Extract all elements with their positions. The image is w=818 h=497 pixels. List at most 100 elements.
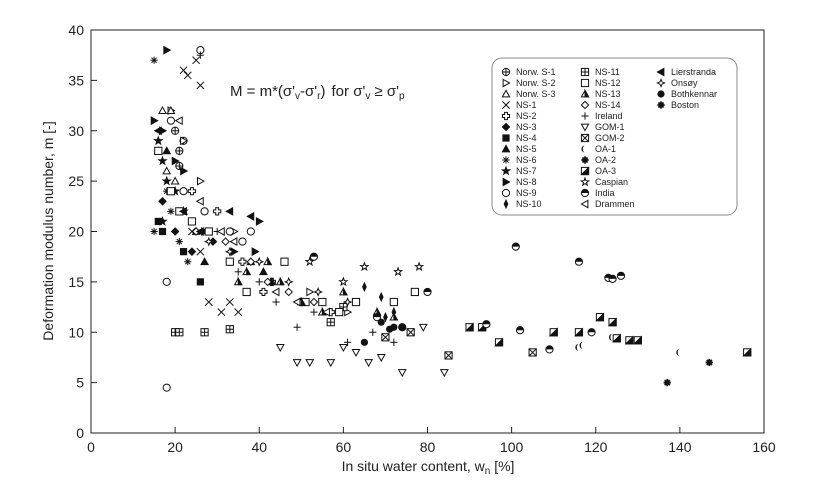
legend-label: NS-8	[516, 177, 537, 187]
data-point	[326, 359, 336, 368]
data-point	[305, 359, 315, 368]
data-point	[242, 287, 251, 297]
legend-marker	[501, 144, 511, 153]
legend-marker	[580, 166, 590, 176]
data-point	[150, 56, 158, 64]
y-tick-label: 20	[68, 224, 84, 240]
data-point	[309, 252, 319, 261]
data-point	[154, 146, 163, 156]
legend-item: Drammen	[580, 199, 635, 209]
data-point	[158, 227, 167, 236]
data-point	[705, 358, 713, 367]
data-point	[251, 247, 260, 257]
data-point	[183, 71, 192, 80]
data-point	[259, 287, 268, 297]
data-point	[423, 287, 432, 297]
data-points	[150, 45, 752, 392]
legend-label: NS-13	[595, 89, 621, 99]
data-point	[342, 297, 353, 307]
equation-label: M = m*(σ'v-σ'r) for σ'v ≥ σ'p	[230, 83, 405, 102]
data-point	[200, 257, 210, 266]
data-point	[238, 257, 247, 266]
data-point	[575, 343, 579, 351]
legend-item: OA-1	[581, 144, 616, 154]
data-point	[170, 227, 180, 236]
x-tick-label: 120	[584, 439, 608, 455]
legend-item: NS-12	[580, 78, 621, 88]
data-point	[272, 298, 280, 306]
data-point	[359, 261, 370, 272]
data-point	[607, 317, 617, 327]
y-tick-label: 35	[68, 72, 84, 88]
data-point	[255, 278, 263, 286]
data-point	[179, 187, 188, 196]
data-point	[275, 276, 285, 286]
data-point	[213, 207, 222, 216]
data-point	[611, 333, 621, 343]
data-point	[390, 338, 398, 346]
x-tick-label: 100	[500, 439, 524, 455]
data-point	[225, 298, 234, 306]
data-point	[216, 227, 225, 236]
data-point	[254, 256, 265, 267]
legend-label: Onsøy	[671, 78, 698, 88]
legend-label: Norw. S-2	[516, 78, 556, 88]
data-point	[663, 379, 671, 387]
legend-label: NS-4	[516, 133, 537, 143]
data-point	[338, 276, 349, 287]
data-point	[153, 135, 164, 146]
legend-item: NS-14	[580, 100, 621, 110]
legend-item: NS-7	[500, 165, 537, 176]
legend-label: OA-3	[595, 166, 616, 176]
data-point	[180, 166, 189, 176]
data-point	[175, 146, 184, 155]
x-tick-label: 20	[167, 439, 183, 455]
data-point	[233, 276, 243, 286]
data-point	[166, 116, 176, 125]
x-axis-label: In situ water content, wn [%]	[342, 458, 515, 477]
data-point	[150, 116, 159, 126]
legend-label: Boston	[671, 100, 699, 110]
data-point	[343, 338, 352, 346]
data-point	[162, 277, 171, 286]
data-point	[398, 323, 406, 331]
legend-label: Norw. S-1	[516, 67, 556, 77]
data-point	[482, 320, 491, 329]
data-point	[259, 267, 268, 276]
y-axis: 0 5 10 15 20 25 30 35 40	[68, 22, 97, 441]
y-tick-label: 40	[68, 22, 84, 38]
data-point	[162, 166, 172, 175]
data-point	[362, 281, 367, 293]
legend-box	[491, 57, 738, 216]
data-point	[195, 227, 204, 236]
legend-item: NS-9	[501, 188, 537, 198]
data-point	[292, 297, 301, 307]
legend-item: NS-11	[580, 67, 620, 77]
legend-marker	[580, 133, 590, 143]
legend-label: NS-12	[595, 78, 621, 88]
data-point	[313, 287, 324, 297]
legend-marker	[501, 89, 511, 98]
legend-item: Norw. S-2	[502, 78, 556, 88]
data-point	[180, 136, 189, 146]
data-point	[275, 343, 285, 352]
data-point	[225, 257, 234, 266]
y-tick-label: 5	[76, 375, 84, 391]
data-point	[372, 313, 382, 322]
legend-item: Norw. S-3	[501, 89, 556, 99]
data-point	[616, 271, 626, 280]
data-point	[392, 266, 404, 277]
legend-item: OA-2	[581, 155, 616, 165]
legend-marker	[502, 101, 510, 109]
data-point	[166, 105, 176, 114]
data-point	[196, 81, 205, 90]
legend-item: Norw. S-1	[501, 67, 556, 77]
data-point	[196, 176, 205, 186]
data-point	[203, 236, 214, 247]
legend-marker	[502, 78, 511, 88]
data-point	[624, 335, 634, 345]
data-point	[161, 175, 172, 186]
legend-item: NS-2	[501, 111, 537, 121]
legend-item: NS-13	[580, 88, 621, 99]
legend-marker	[580, 123, 590, 132]
